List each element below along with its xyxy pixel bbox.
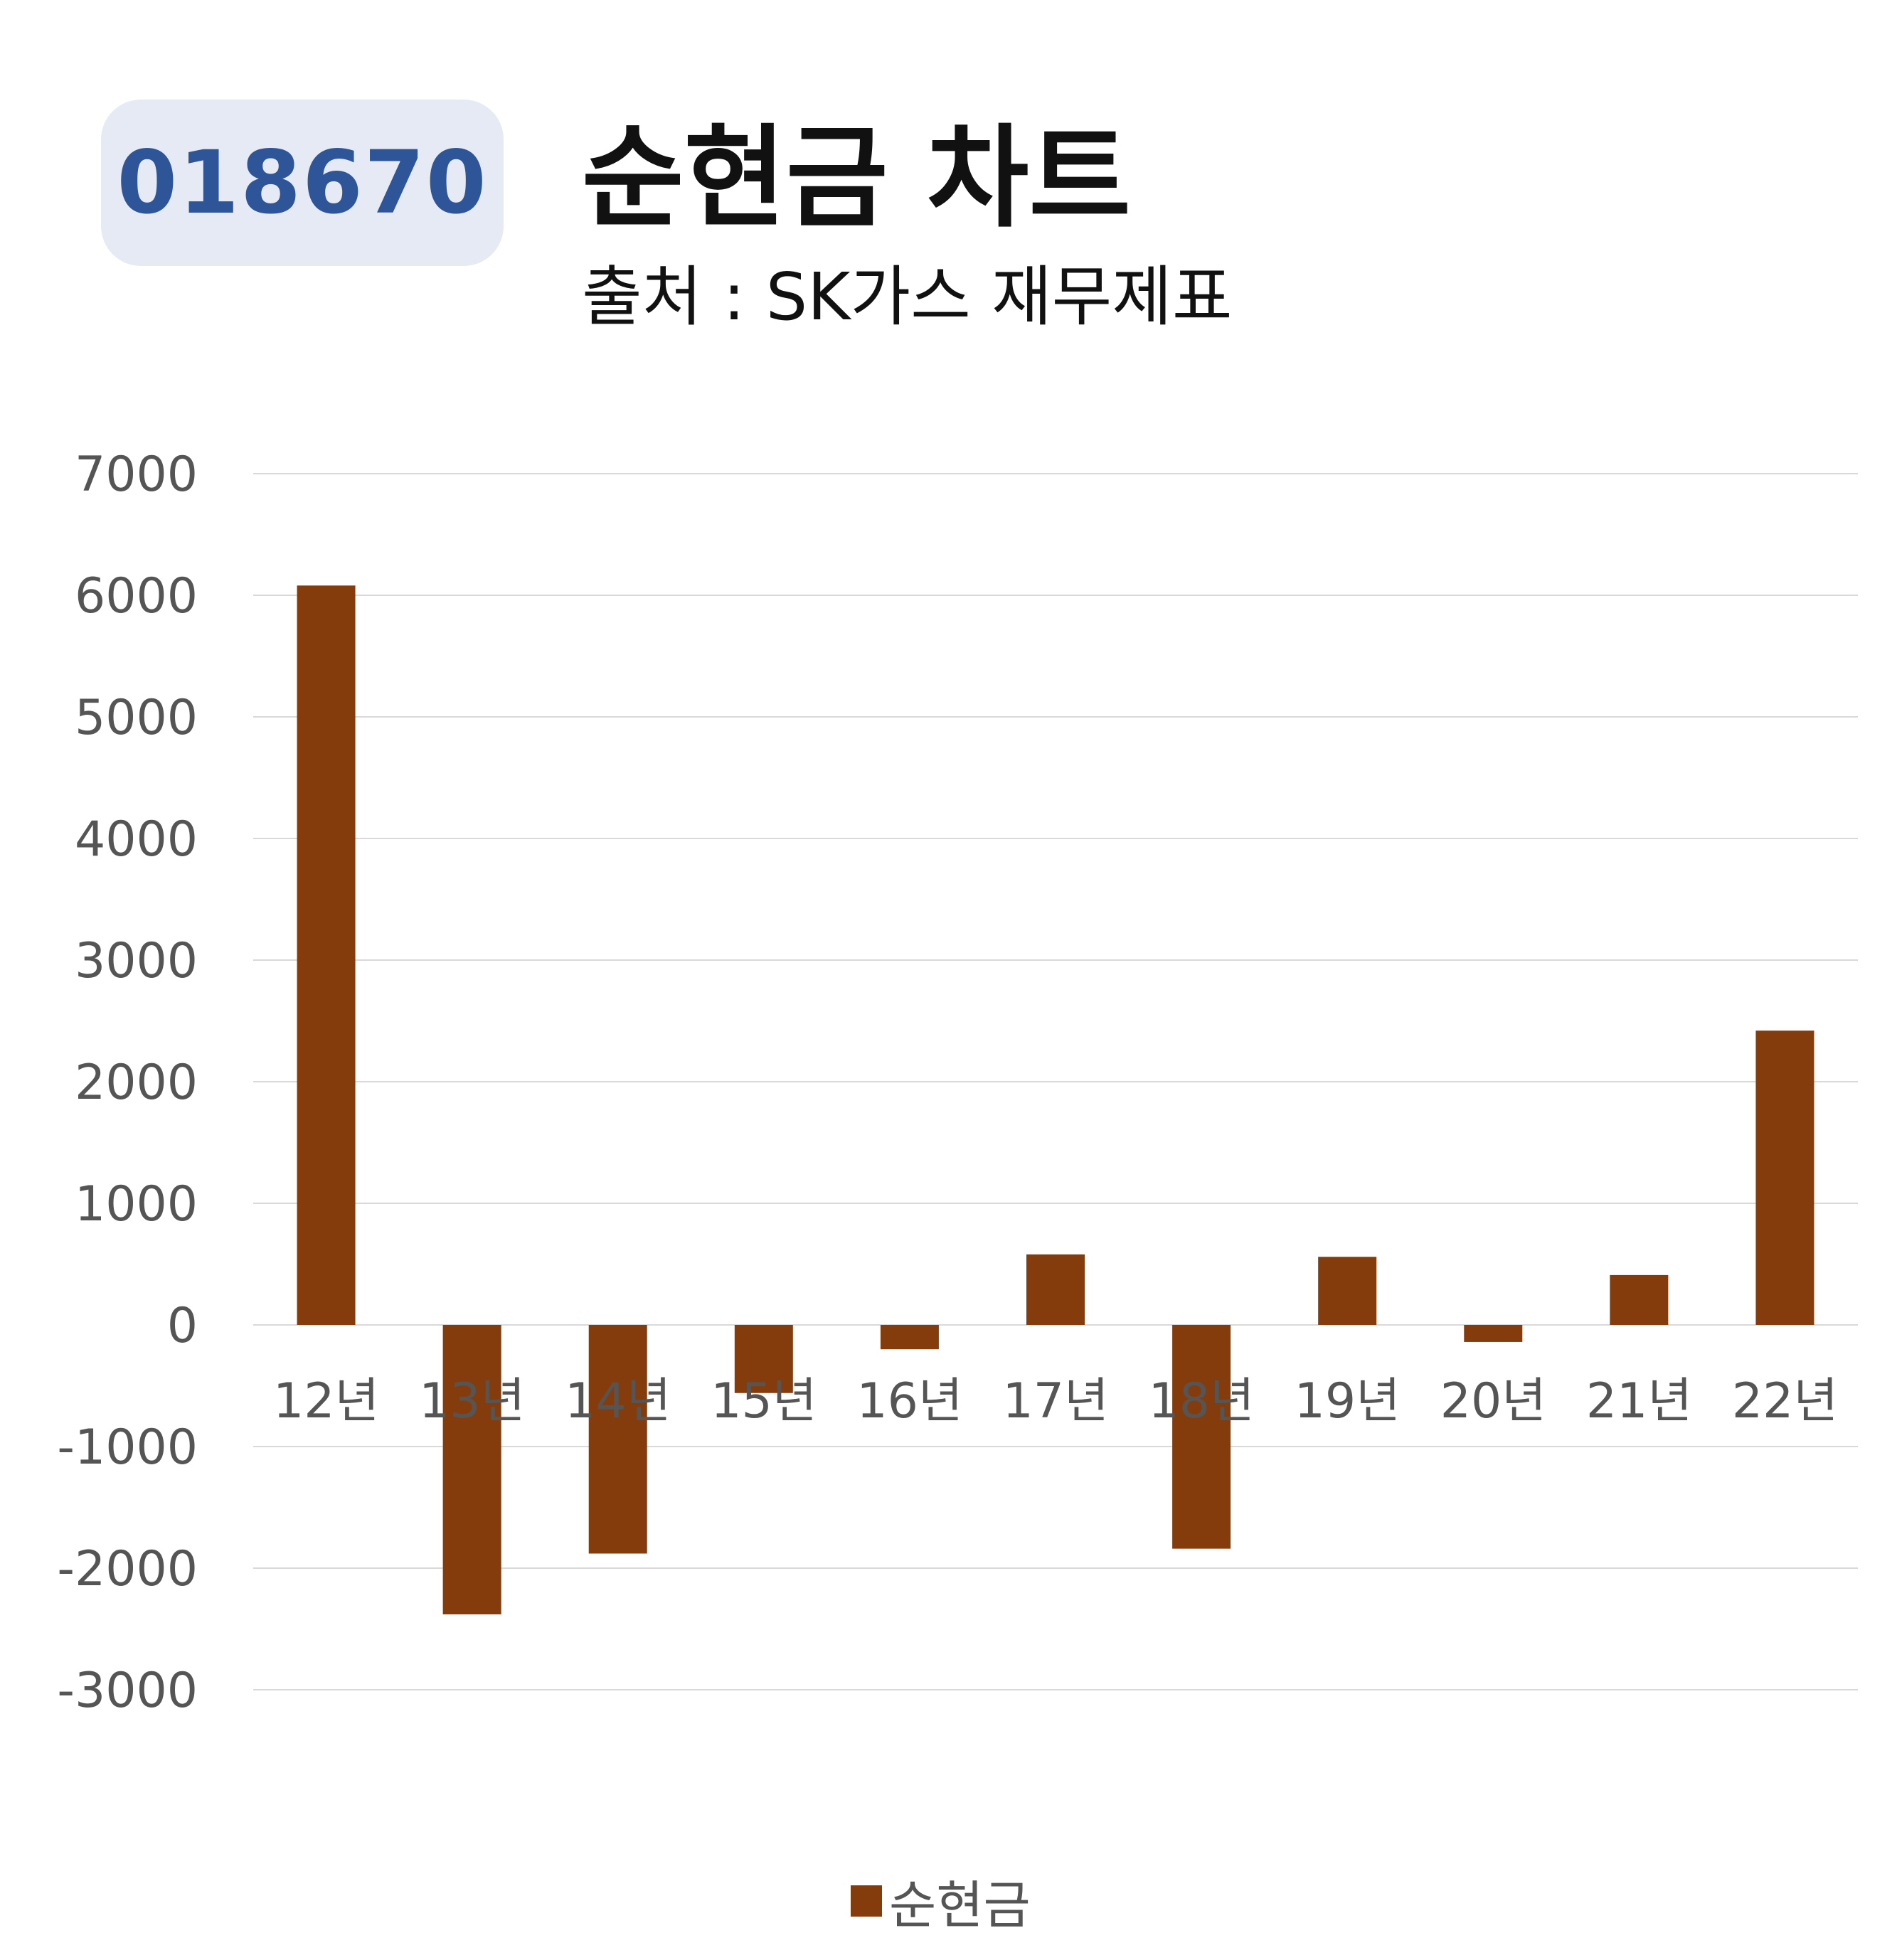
bar-15년	[734, 1325, 793, 1393]
bar-19년	[1318, 1257, 1377, 1325]
x-tick-label: 19년	[1295, 1373, 1401, 1429]
x-tick-label: 18년	[1149, 1373, 1255, 1429]
y-tick-label: 5000	[75, 690, 198, 746]
y-axis-ticks: 7000 6000 5000 4000 3000 2000 1000 0 -1000 -2000 -…	[57, 447, 198, 1719]
x-tick-label: 17년	[1002, 1373, 1108, 1429]
x-tick-label: 16년	[856, 1373, 962, 1429]
x-tick-label: 21년	[1586, 1373, 1692, 1429]
bar-14년	[588, 1325, 647, 1554]
x-tick-label: 12년	[273, 1373, 379, 1429]
y-tick-label: -2000	[57, 1541, 198, 1597]
chart-title: 순현금 차트	[582, 113, 1131, 243]
y-tick-label: 2000	[75, 1055, 198, 1111]
bar-16년	[880, 1325, 939, 1350]
x-tick-label: 22년	[1732, 1373, 1838, 1429]
grid-lines	[253, 473, 1858, 1690]
y-tick-label: 3000	[75, 933, 198, 989]
bars	[297, 585, 1814, 1614]
bar-13년	[442, 1325, 501, 1614]
bar-18년	[1172, 1325, 1231, 1549]
chart-subtitle: 출처 : SK가스 재무제표	[582, 259, 1233, 335]
y-tick-label: 7000	[75, 447, 198, 503]
bar-22년	[1755, 1030, 1814, 1325]
bar-12년	[297, 585, 356, 1325]
y-tick-label: -3000	[57, 1663, 198, 1719]
bar-17년	[1026, 1254, 1085, 1325]
y-tick-label: 0	[167, 1298, 198, 1354]
bar-21년	[1610, 1274, 1669, 1325]
stock-code-badge: 018670	[101, 100, 504, 266]
y-tick-label: 6000	[75, 568, 198, 624]
x-tick-label: 15년	[711, 1373, 817, 1429]
legend: 순현금	[851, 1863, 1031, 1938]
y-tick-label: 4000	[75, 811, 198, 868]
x-tick-label: 13년	[419, 1373, 525, 1429]
y-tick-label: 1000	[75, 1176, 198, 1232]
stock-code: 018670	[117, 132, 488, 233]
legend-label: 순현금	[889, 1875, 1031, 1935]
legend-swatch	[851, 1885, 882, 1917]
x-axis-ticks: 12년 13년 14년 15년 16년 17년 18년 19년 20년 21년 22년	[273, 1373, 1838, 1429]
bar-20년	[1464, 1325, 1523, 1342]
y-tick-label: -1000	[57, 1420, 198, 1476]
x-tick-label: 14년	[565, 1373, 671, 1429]
x-tick-label: 20년	[1440, 1373, 1546, 1429]
